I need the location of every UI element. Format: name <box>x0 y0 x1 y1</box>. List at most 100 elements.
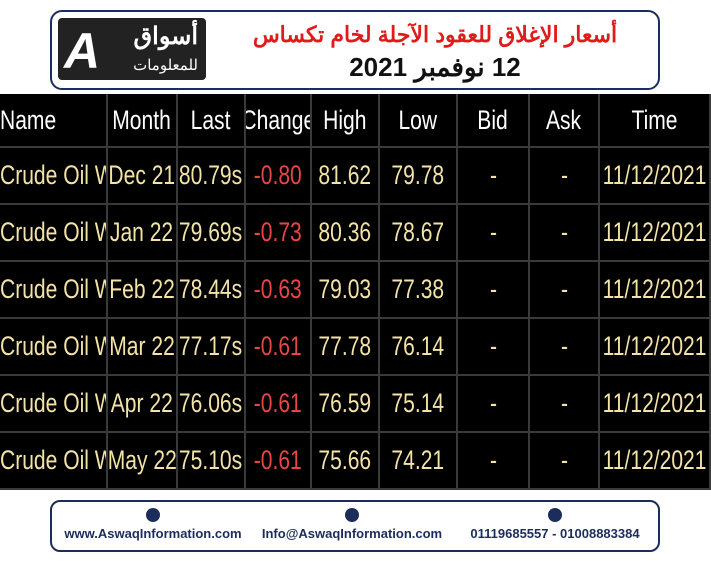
column-header: Ask <box>530 94 600 148</box>
cell-text: - <box>489 388 497 418</box>
cell-text: - <box>560 274 568 304</box>
table-cell: 79.69s <box>178 205 246 262</box>
table-cell: 76.59 <box>312 376 380 433</box>
cell-text: Mar 22 <box>109 331 175 361</box>
table-cell: - <box>458 148 530 205</box>
cell-text: Low <box>398 104 438 135</box>
table-cell: 78.44s <box>178 262 246 319</box>
cell-text: 11/12/2021 <box>602 388 707 418</box>
table-cell: - <box>458 262 530 319</box>
column-header: Time <box>600 94 711 148</box>
cell-text: Last <box>191 104 231 135</box>
column-header: Low <box>380 94 458 148</box>
cell-text: 75.66 <box>318 445 372 475</box>
website[interactable]: www.AswaqInformation.com <box>64 526 242 541</box>
logo-sub: للمعلومات <box>133 57 198 74</box>
cell-text: - <box>560 217 568 247</box>
table-cell: 11/12/2021 <box>600 319 711 376</box>
table-cell: Crude Oil WTI <box>0 433 108 490</box>
cell-text: May 22 <box>108 445 177 475</box>
table-cell: - <box>458 433 530 490</box>
cell-text: Feb 22 <box>109 274 175 304</box>
column-header: High <box>312 94 380 148</box>
cell-text: 11/12/2021 <box>602 160 707 190</box>
cell-text: Jan 22 <box>110 217 174 247</box>
cell-text: -0.61 <box>253 331 302 361</box>
table-cell: Crude Oil WTI <box>0 205 108 262</box>
table-cell: 11/12/2021 <box>600 262 711 319</box>
table-cell: Mar 22 <box>108 319 178 376</box>
cell-text: 11/12/2021 <box>602 274 707 304</box>
phone-icon <box>548 508 562 522</box>
logo-main: أسواق <box>133 23 198 50</box>
website-item: www.AswaqInformation.com <box>58 508 248 541</box>
table-cell: Crude Oil WTI <box>0 319 108 376</box>
table-cell: 76.14 <box>380 319 458 376</box>
email[interactable]: Info@AswaqInformation.com <box>261 526 443 541</box>
phone-item: 01119685557 - 01008883384 <box>457 508 653 541</box>
title: أسعار الإغلاق للعقود الآجلة لخام تكساس <box>252 22 618 47</box>
cell-text: Crude Oil WTI <box>0 217 106 247</box>
cell-text: - <box>560 445 568 475</box>
table-cell: - <box>530 148 600 205</box>
table-cell: - <box>458 319 530 376</box>
cell-text: Crude Oil WTI <box>0 160 106 190</box>
column-header: Name <box>0 94 108 148</box>
cell-text: - <box>560 388 568 418</box>
cell-text: 78.67 <box>391 217 445 247</box>
cell-text: 76.14 <box>391 331 445 361</box>
cell-text: Crude Oil WTI <box>0 445 106 475</box>
table-cell: 79.03 <box>312 262 380 319</box>
table-cell: May 22 <box>108 433 178 490</box>
cell-text: - <box>489 274 497 304</box>
column-header: Change <box>246 94 312 148</box>
date: 12 نوفمبر 2021 <box>349 52 521 82</box>
table-cell: 76.06s <box>178 376 246 433</box>
table-cell: - <box>530 205 600 262</box>
table-cell: 80.36 <box>312 205 380 262</box>
logo-mark: A <box>64 23 101 79</box>
cell-text: 81.62 <box>318 160 372 190</box>
footer: www.AswaqInformation.com Info@AswaqInfor… <box>50 500 660 552</box>
cell-text: Name <box>0 104 57 135</box>
table-cell: 77.17s <box>178 319 246 376</box>
table-cell: 77.78 <box>312 319 380 376</box>
cell-text: Crude Oil WTI <box>0 331 106 361</box>
table-cell: Crude Oil WTI <box>0 262 108 319</box>
cell-text: 76.59 <box>318 388 372 418</box>
cell-text: 75.14 <box>391 388 445 418</box>
table: Name Month Last Change High Low Bid Ask Time Crud… <box>0 94 711 490</box>
table-cell: - <box>458 376 530 433</box>
cell-text: Ask <box>546 104 582 135</box>
cell-text: - <box>560 160 568 190</box>
cell-text: 80.36 <box>318 217 372 247</box>
table-cell: 74.21 <box>380 433 458 490</box>
cell-text: Dec 21 <box>108 160 176 190</box>
cell-text: Time <box>631 104 678 135</box>
globe-icon <box>146 508 160 522</box>
table-cell: 81.62 <box>312 148 380 205</box>
cell-text: -0.73 <box>253 217 302 247</box>
cell-text: 78.44s <box>179 274 243 304</box>
table-cell: 80.79s <box>178 148 246 205</box>
table-cell: -0.61 <box>246 319 312 376</box>
table-cell: 75.14 <box>380 376 458 433</box>
cell-text: -0.61 <box>253 388 302 418</box>
table-cell: 79.78 <box>380 148 458 205</box>
cell-text: Change <box>246 104 312 135</box>
logo: A أسواق للمعلومات <box>58 18 206 80</box>
cell-text: 11/12/2021 <box>602 217 707 247</box>
cell-text: 11/12/2021 <box>602 331 707 361</box>
table-cell: 75.66 <box>312 433 380 490</box>
table-cell: -0.61 <box>246 433 312 490</box>
cell-text: - <box>489 331 497 361</box>
cell-text: 79.69s <box>179 217 243 247</box>
cell-text: Bid <box>477 104 509 135</box>
table-cell: -0.80 <box>246 148 312 205</box>
table-cell: 75.10s <box>178 433 246 490</box>
cell-text: Apr 22 <box>110 388 174 418</box>
table-cell: - <box>530 262 600 319</box>
table-cell: Crude Oil WTI <box>0 376 108 433</box>
table-cell: - <box>530 376 600 433</box>
